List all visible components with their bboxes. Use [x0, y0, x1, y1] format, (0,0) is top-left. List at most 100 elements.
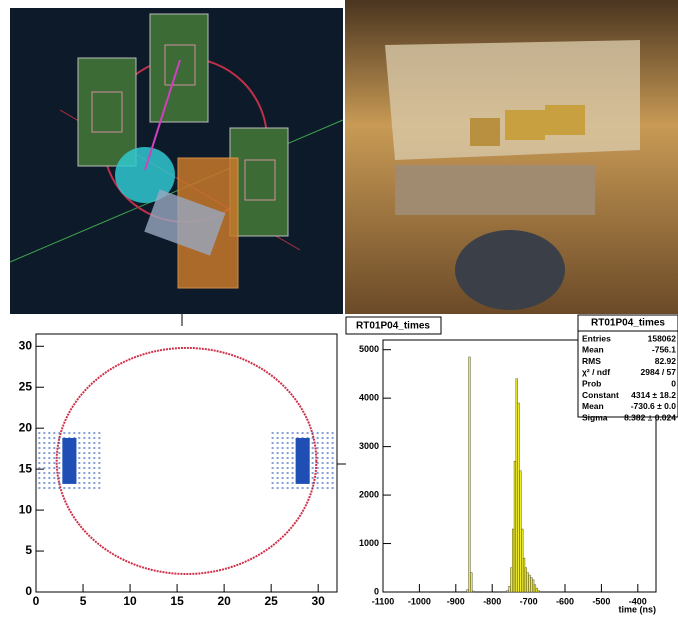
cluster-halo: [287, 442, 289, 444]
cluster-halo: [282, 467, 284, 469]
stats-key: Mean: [582, 401, 604, 411]
stats-title: RT01P04_times: [591, 318, 665, 329]
cluster-halo: [43, 467, 45, 469]
cluster-halo: [292, 432, 294, 434]
cluster-halo: [277, 457, 279, 459]
cluster-halo: [322, 467, 324, 469]
cluster-halo: [277, 482, 279, 484]
y-tick-label: 3000: [359, 441, 379, 451]
cluster-halo: [282, 477, 284, 479]
cluster-halo: [78, 467, 80, 469]
cluster-halo: [332, 462, 334, 464]
cluster-halo: [38, 477, 40, 479]
cluster-halo: [287, 457, 289, 459]
stats-value: 82.92: [655, 356, 677, 366]
cluster-halo: [48, 477, 50, 479]
cluster-halo: [317, 447, 319, 449]
stats-value: -730.6 ± 0.0: [631, 401, 677, 411]
cluster-halo: [287, 472, 289, 474]
cluster-halo: [78, 437, 80, 439]
cluster-halo: [53, 472, 55, 474]
cluster-halo: [53, 482, 55, 484]
cluster-halo: [327, 432, 329, 434]
cluster-halo: [327, 447, 329, 449]
y-tick-label: 10: [19, 502, 33, 516]
cluster-halo: [98, 442, 100, 444]
cluster-halo: [53, 442, 55, 444]
stats-key: Constant: [582, 390, 619, 400]
cluster-halo: [38, 487, 40, 489]
cluster-halo: [58, 447, 60, 449]
cluster-halo: [43, 482, 45, 484]
cluster-halo: [277, 437, 279, 439]
hist-bar: [467, 590, 469, 592]
cluster-halo: [83, 432, 85, 434]
cluster-halo: [38, 452, 40, 454]
cluster-halo: [43, 477, 45, 479]
cluster-halo: [282, 457, 284, 459]
cluster-halo: [48, 467, 50, 469]
cluster-halo: [282, 487, 284, 489]
hist-bar: [525, 568, 527, 592]
cluster-halo: [272, 487, 274, 489]
cluster-halo: [277, 477, 279, 479]
hist-bar: [512, 529, 514, 592]
hist-bar: [509, 586, 511, 592]
y-tick-label: 20: [19, 420, 33, 434]
cluster-halo: [43, 457, 45, 459]
cluster-halo: [317, 432, 319, 434]
cluster-halo: [272, 442, 274, 444]
hist-bar: [523, 558, 525, 592]
cluster-halo: [317, 467, 319, 469]
cluster-halo: [292, 457, 294, 459]
cluster-halo: [58, 477, 60, 479]
cluster-halo: [58, 452, 60, 454]
cluster-halo: [93, 437, 95, 439]
cluster-halo: [58, 482, 60, 484]
cluster-halo: [302, 432, 304, 434]
cluster-halo: [282, 462, 284, 464]
cluster-halo: [88, 457, 90, 459]
cluster-halo: [307, 432, 309, 434]
x-tick-label: 0: [33, 594, 40, 608]
cluster-halo: [98, 447, 100, 449]
hist-bar: [470, 573, 472, 592]
cluster-halo: [83, 447, 85, 449]
cluster-halo: [292, 442, 294, 444]
cluster-halo: [332, 457, 334, 459]
y-tick-label: 5000: [359, 344, 379, 354]
cluster-halo: [312, 462, 314, 464]
cluster-halo: [287, 437, 289, 439]
cluster-halo: [58, 472, 60, 474]
cluster-halo: [272, 472, 274, 474]
cluster-halo: [332, 477, 334, 479]
cluster-halo: [38, 457, 40, 459]
cluster-halo: [48, 447, 50, 449]
cluster-halo: [327, 437, 329, 439]
cluster-halo: [282, 447, 284, 449]
cluster-halo: [312, 472, 314, 474]
cluster-halo: [53, 467, 55, 469]
cluster-halo: [43, 437, 45, 439]
cluster-halo: [322, 457, 324, 459]
cluster-halo: [98, 477, 100, 479]
cluster-halo: [312, 467, 314, 469]
cluster-halo: [43, 432, 45, 434]
cluster-halo: [322, 447, 324, 449]
cluster-halo: [48, 452, 50, 454]
hist-bar: [510, 568, 512, 592]
cluster-halo: [272, 477, 274, 479]
cluster-halo: [38, 442, 40, 444]
y-tick-label: 25: [19, 379, 33, 393]
cluster-halo: [43, 442, 45, 444]
stats-key: Sigma: [582, 412, 608, 422]
cluster-halo: [78, 487, 80, 489]
cluster-halo: [88, 477, 90, 479]
cluster-halo: [43, 472, 45, 474]
cluster-halo: [83, 487, 85, 489]
cluster-halo: [88, 462, 90, 464]
hist-bar: [529, 575, 531, 592]
cluster-halo: [98, 437, 100, 439]
hist-bar: [516, 379, 518, 592]
cluster-halo: [287, 482, 289, 484]
